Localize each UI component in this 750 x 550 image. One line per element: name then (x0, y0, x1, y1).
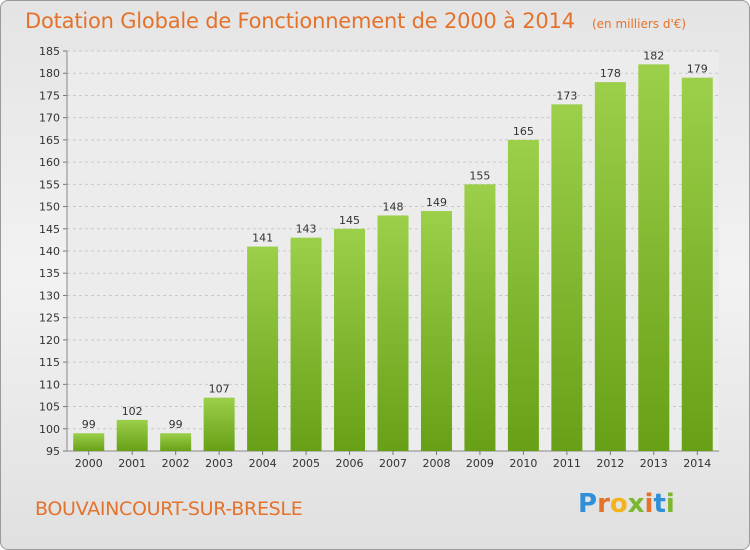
bar-2006 (334, 228, 366, 451)
y-tick-label: 135 (39, 267, 60, 280)
y-tick-label: 105 (39, 401, 60, 414)
bars (73, 64, 713, 452)
y-tick-labels: 95 100 105 110 115 120 125 130 135 140 145 150 155 16… (39, 45, 60, 458)
y-tick-label: 160 (39, 156, 60, 169)
data-label-2001: 102 (122, 405, 143, 418)
y-tick-label: 185 (39, 45, 60, 58)
bar-2013 (638, 64, 670, 452)
y-tick-label: 110 (39, 378, 60, 391)
y-tick-label: 100 (39, 423, 60, 436)
bar-2014 (681, 77, 713, 452)
data-label-2009: 155 (469, 169, 490, 182)
y-tick-label: 140 (39, 245, 60, 258)
x-tick-label-2008: 2008 (422, 457, 450, 470)
x-tick-label-2010: 2010 (509, 457, 537, 470)
logo-letter: i (644, 489, 654, 519)
x-tick-label-2005: 2005 (292, 457, 320, 470)
data-label-2004: 141 (252, 232, 273, 245)
data-label-2012: 178 (600, 67, 621, 80)
y-tick-label: 165 (39, 134, 60, 147)
x-tick-label-2002: 2002 (162, 457, 190, 470)
bar-2005 (290, 237, 322, 451)
x-tick-label-2012: 2012 (596, 457, 624, 470)
data-label-2008: 149 (426, 196, 447, 209)
y-tick-label: 180 (39, 67, 60, 80)
x-tick-label-2003: 2003 (205, 457, 233, 470)
logo-letter: t (653, 489, 666, 519)
y-tick-label: 170 (39, 112, 60, 125)
logo-letter: i (665, 489, 675, 519)
data-label-2003: 107 (209, 383, 230, 396)
x-tick-label-2014: 2014 (683, 457, 711, 470)
x-tick-labels: 2000 2001 2002 2003 2004 2005 2006 2007 2008 2009… (75, 457, 712, 470)
x-tick-label-2009: 2009 (466, 457, 494, 470)
y-tick-label: 145 (39, 223, 60, 236)
x-tick-label-2000: 2000 (75, 457, 103, 470)
x-tick-label-2001: 2001 (118, 457, 146, 470)
commune-name: BOUVAINCOURT-SUR-BRESLE (35, 498, 303, 520)
logo-letter: r (597, 489, 610, 519)
data-label-2010: 165 (513, 125, 534, 138)
x-tick-label-2013: 2013 (640, 457, 668, 470)
y-tick-label: 125 (39, 312, 60, 325)
data-label-2013: 182 (643, 49, 664, 62)
y-tick-label: 175 (39, 89, 60, 102)
bar-2010 (507, 139, 539, 451)
bar-2009 (464, 184, 496, 452)
bar-2004 (247, 246, 279, 451)
logo-letter: x (627, 489, 645, 519)
chart-subtitle: (en milliers d'€) (591, 17, 687, 31)
y-tick-label: 130 (39, 289, 60, 302)
proxiti-logo[interactable]: Proxiti (578, 489, 675, 519)
logo-letter: P (578, 489, 598, 519)
y-tick-label: 120 (39, 334, 60, 347)
data-labels: 99 102 99 107 141 143 145 148 149 155 165 173 178 182… (82, 49, 708, 431)
title-row: Dotation Globale de Fonctionnement de 20… (25, 9, 686, 33)
data-label-2011: 173 (556, 89, 577, 102)
data-label-2006: 145 (339, 214, 360, 227)
bar-2003 (203, 397, 235, 451)
data-label-2005: 143 (296, 223, 317, 236)
y-tick-label: 155 (39, 178, 60, 191)
bar-2002 (160, 433, 192, 451)
logo-letter: o (609, 489, 628, 519)
data-label-2002: 99 (169, 418, 183, 431)
bar-2007 (377, 215, 409, 451)
y-tick-label: 95 (46, 445, 60, 458)
y-tick-label: 115 (39, 356, 60, 369)
chart-title: Dotation Globale de Fonctionnement de 20… (25, 9, 575, 33)
x-tick-label-2004: 2004 (249, 457, 277, 470)
x-tick-label-2011: 2011 (553, 457, 581, 470)
bar-2001 (116, 419, 148, 451)
bar-2008 (420, 211, 452, 451)
data-label-2000: 99 (82, 418, 96, 431)
data-label-2014: 179 (687, 63, 708, 76)
bar-2011 (551, 104, 583, 451)
data-label-2007: 148 (383, 200, 404, 213)
x-tick-label-2006: 2006 (336, 457, 364, 470)
y-tick-label: 150 (39, 201, 60, 214)
bar-2012 (594, 82, 626, 451)
x-tick-label-2007: 2007 (379, 457, 407, 470)
bar-2000 (73, 433, 105, 451)
